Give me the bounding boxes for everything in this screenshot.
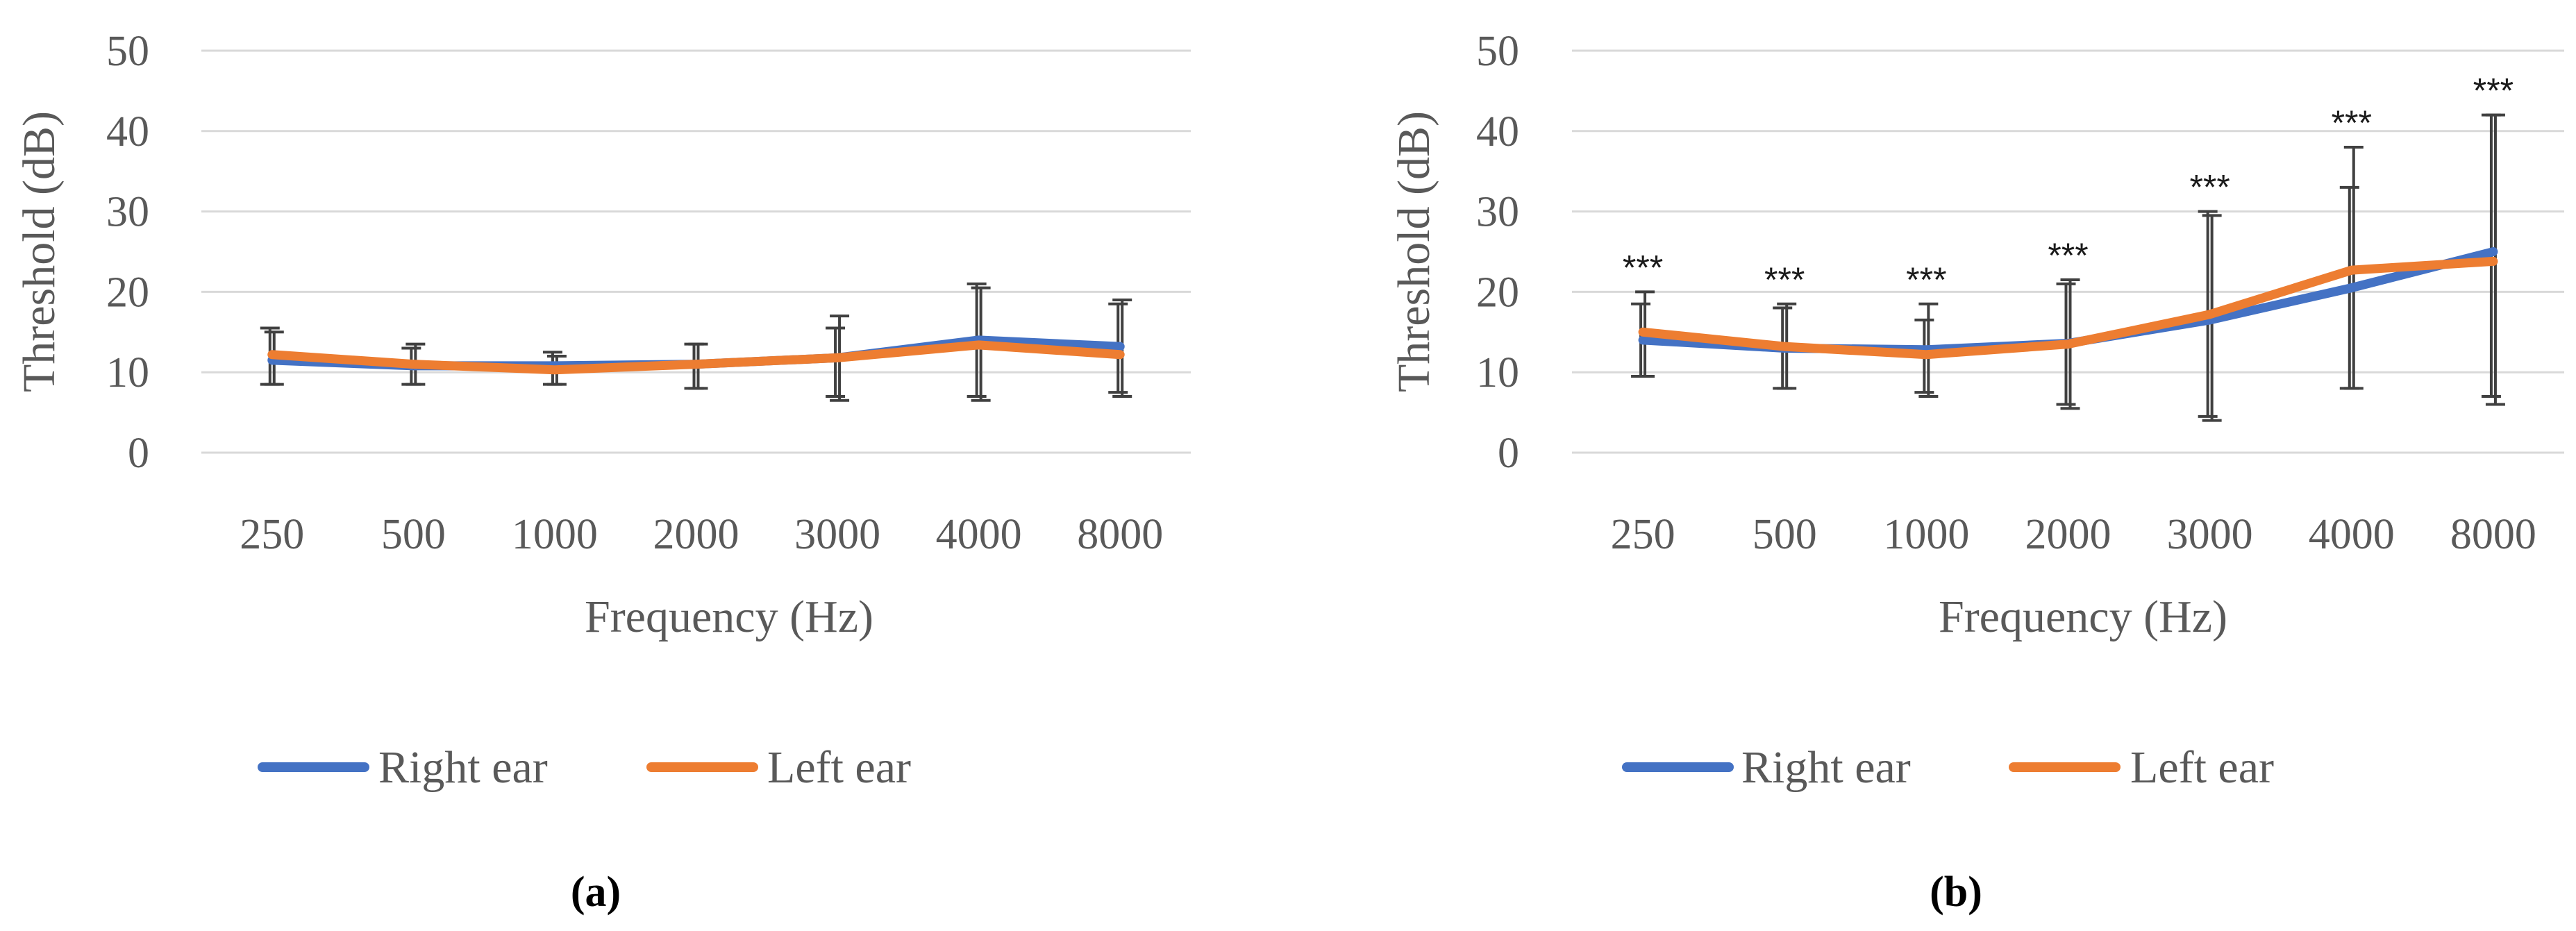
y-tick-label: 10: [1476, 349, 1519, 396]
series-line-left-ear: [267, 340, 1125, 375]
y-tick-label: 20: [106, 269, 149, 316]
legend-label: Left ear: [767, 742, 911, 793]
y-tick-label: 50: [1476, 28, 1519, 75]
significance-label: ***: [2473, 72, 2514, 110]
x-tick-label: 4000: [2309, 511, 2395, 558]
x-axis-label: Frequency (Hz): [585, 592, 873, 642]
y-axis-label: Threshold (dB): [14, 111, 65, 392]
y-tick-label: 30: [1476, 189, 1519, 236]
x-tick-label: 3000: [794, 511, 880, 558]
y-tick-label: 20: [1476, 269, 1519, 316]
legend-label: Right ear: [378, 742, 548, 793]
chart-panel-a: 0 10 20 30 40 50 250 500 1000 2000 3000 4000 8000 Fre…: [14, 28, 1191, 916]
y-tick-label: 10: [106, 349, 149, 396]
x-tick-label: 4000: [936, 511, 1022, 558]
x-tick-label: 2000: [653, 511, 739, 558]
legend-label: Right ear: [1741, 742, 1911, 793]
x-tick-label: 2000: [2025, 511, 2111, 558]
y-tick-label: 0: [128, 430, 149, 477]
y-axis-label: Threshold (dB): [1389, 111, 1439, 392]
x-tick-label: 250: [1611, 511, 1675, 558]
y-tick-label: 30: [106, 189, 149, 236]
panel-label: (b): [1930, 869, 1982, 916]
x-tick-label: 500: [381, 511, 446, 558]
chart-panel-b: 0 10 20 30 40 50 250 500 1000 2000 3000 4000 8000 Fre…: [1389, 28, 2564, 916]
x-tick-label: 250: [240, 511, 304, 558]
x-tick-label: 500: [1753, 511, 1817, 558]
significance-label: ***: [2189, 168, 2230, 207]
y-tick-label: 50: [106, 28, 149, 75]
x-tick-label: 8000: [1077, 511, 1163, 558]
significance-label: ***: [1906, 260, 1946, 299]
x-tick-label: 8000: [2450, 511, 2536, 558]
y-tick-label: 0: [1498, 430, 1519, 477]
significance-label: ***: [2332, 103, 2372, 142]
significance-label: ***: [1764, 260, 1805, 299]
legend-label: Left ear: [2130, 742, 2274, 793]
significance-label: ***: [1623, 248, 1663, 287]
x-axis-label: Frequency (Hz): [1939, 592, 2227, 642]
y-tick-label: 40: [106, 108, 149, 156]
panel-label: (a): [571, 869, 621, 916]
x-tick-label: 1000: [1883, 511, 1969, 558]
y-tick-label: 40: [1476, 108, 1519, 156]
x-tick-label: 3000: [2167, 511, 2253, 558]
significance-label: ***: [2048, 236, 2088, 275]
x-tick-label: 1000: [512, 511, 598, 558]
